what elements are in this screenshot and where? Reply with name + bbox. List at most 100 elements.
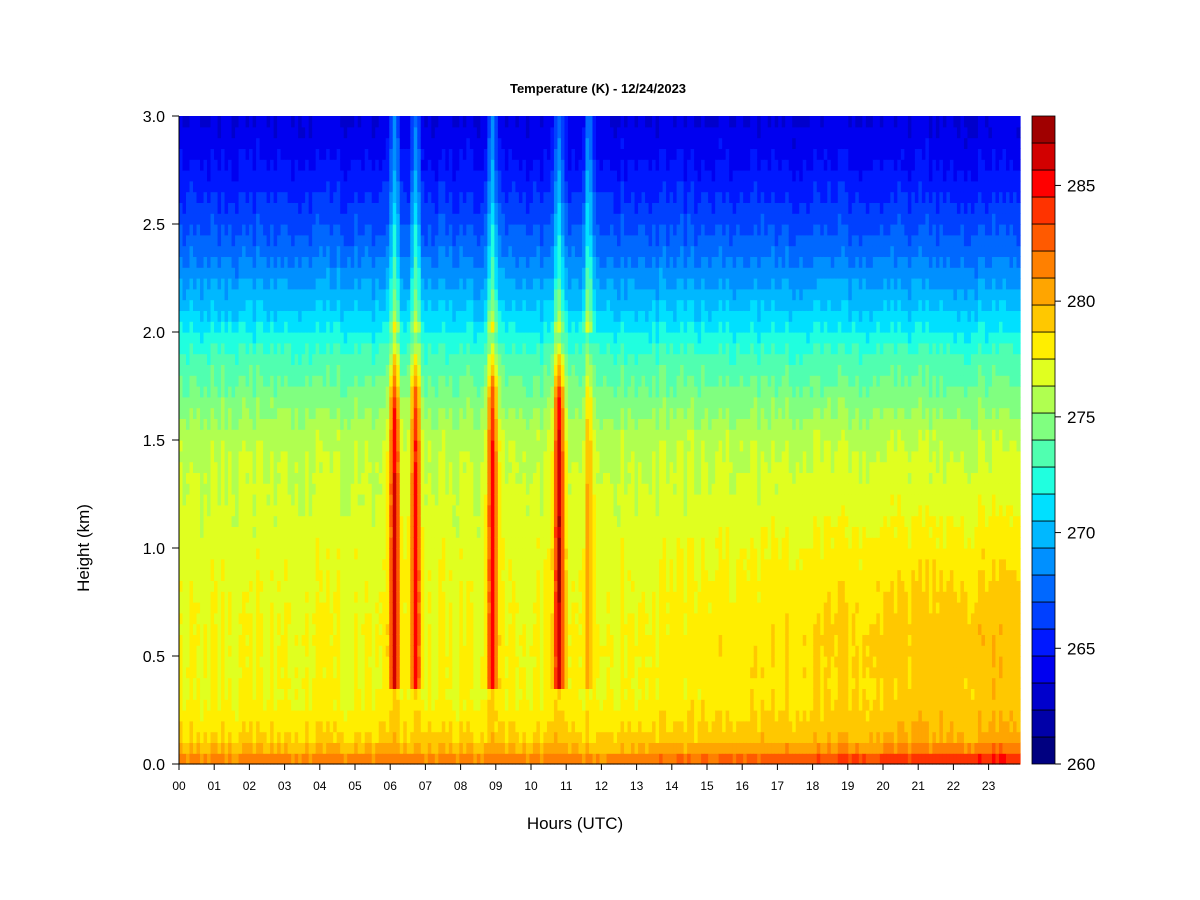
heatmap-cell [294, 548, 299, 560]
heatmap-cell [378, 245, 383, 257]
heatmap-cell [322, 396, 327, 409]
heatmap-cell [294, 245, 299, 257]
heatmap-cell [326, 569, 331, 581]
heatmap-cell [434, 234, 439, 247]
heatmap-cell [256, 753, 261, 765]
heatmap-cell [210, 731, 215, 743]
heatmap-cell [280, 418, 285, 430]
heatmap-cell [357, 180, 362, 193]
heatmap-cell [371, 202, 376, 214]
heatmap-cell [179, 472, 184, 484]
heatmap-cell [228, 148, 233, 160]
heatmap-cell [434, 634, 439, 646]
heatmap-cell [361, 699, 366, 711]
heatmap-cell [214, 440, 219, 452]
heatmap-cell [420, 483, 425, 495]
heatmap-cell [455, 126, 460, 139]
heatmap-cell [186, 494, 191, 506]
heatmap-cell [361, 407, 366, 419]
heatmap-cell [445, 342, 450, 355]
heatmap-cell [319, 537, 324, 549]
heatmap-cell [238, 407, 243, 419]
heatmap-cell [305, 731, 310, 743]
heatmap-cell [305, 753, 310, 765]
heatmap-cell [378, 321, 383, 333]
heatmap-cell [424, 710, 429, 722]
heatmap-cell [396, 310, 401, 322]
heatmap-cell [413, 321, 418, 333]
heatmap-cell [256, 472, 261, 484]
heatmap-cell [179, 234, 184, 247]
heatmap-cell [371, 472, 376, 484]
heatmap-cell [182, 483, 187, 495]
heatmap-cell [371, 332, 376, 344]
heatmap-cell [277, 504, 282, 517]
heatmap-cell [224, 591, 229, 603]
heatmap-cell [378, 278, 383, 290]
heatmap-cell [347, 515, 352, 527]
heatmap-cell [305, 407, 310, 419]
heatmap-cell [179, 116, 184, 128]
heatmap-cell [242, 213, 247, 225]
heatmap-cell [196, 191, 201, 203]
heatmap-cell [371, 688, 376, 700]
heatmap-cell [340, 342, 345, 355]
heatmap-cell [466, 126, 471, 139]
heatmap-cell [242, 170, 247, 182]
heatmap-cell [319, 612, 324, 625]
heatmap-cell [375, 688, 380, 700]
heatmap-cell [350, 526, 355, 538]
heatmap-cell [193, 299, 198, 311]
heatmap-cell [340, 213, 345, 225]
heatmap-cell [280, 278, 285, 290]
heatmap-cell [378, 440, 383, 452]
heatmap-cell [385, 213, 390, 225]
heatmap-cell [305, 321, 310, 333]
heatmap-cell [266, 634, 271, 646]
heatmap-cell [203, 213, 208, 225]
heatmap-cell [263, 710, 268, 722]
heatmap-cell [438, 310, 443, 322]
heatmap-cell [343, 537, 348, 549]
heatmap-cell [333, 418, 338, 430]
heatmap-cell [452, 288, 457, 301]
heatmap-cell [424, 580, 429, 592]
heatmap-cell [182, 710, 187, 722]
heatmap-cell [333, 180, 338, 193]
heatmap-cell [217, 537, 222, 549]
heatmap-cell [459, 699, 464, 711]
heatmap-cell [364, 256, 369, 268]
heatmap-cell [217, 407, 222, 419]
heatmap-cell [445, 494, 450, 506]
heatmap-cell [466, 396, 471, 409]
heatmap-cell [333, 191, 338, 203]
heatmap-cell [193, 396, 198, 409]
heatmap-cell [193, 418, 198, 430]
heatmap-cell [196, 515, 201, 527]
heatmap-cell [455, 116, 460, 128]
heatmap-cell [189, 720, 194, 733]
heatmap-cell [238, 224, 243, 236]
heatmap-cell [382, 515, 387, 527]
heatmap-cell [389, 386, 394, 398]
heatmap-cell [252, 170, 257, 182]
heatmap-cell [329, 494, 334, 506]
heatmap-cell [319, 126, 324, 139]
heatmap-cell [462, 396, 467, 409]
heatmap-cell [273, 634, 278, 646]
heatmap-cell [224, 472, 229, 484]
heatmap-cell [441, 245, 446, 257]
heatmap-cell [186, 526, 191, 538]
heatmap-cell [410, 461, 415, 473]
heatmap-cell [214, 170, 219, 182]
heatmap-cell [326, 548, 331, 560]
heatmap-cell [200, 548, 205, 560]
heatmap-cell [459, 591, 464, 603]
heatmap-cell [431, 245, 436, 257]
heatmap-cell [340, 569, 345, 581]
heatmap-cell [308, 753, 313, 765]
heatmap-cell [277, 612, 282, 625]
chart-title: Temperature (K) - 12/24/2023 [510, 81, 686, 96]
heatmap-cell [417, 461, 422, 473]
heatmap-cell [231, 159, 236, 171]
